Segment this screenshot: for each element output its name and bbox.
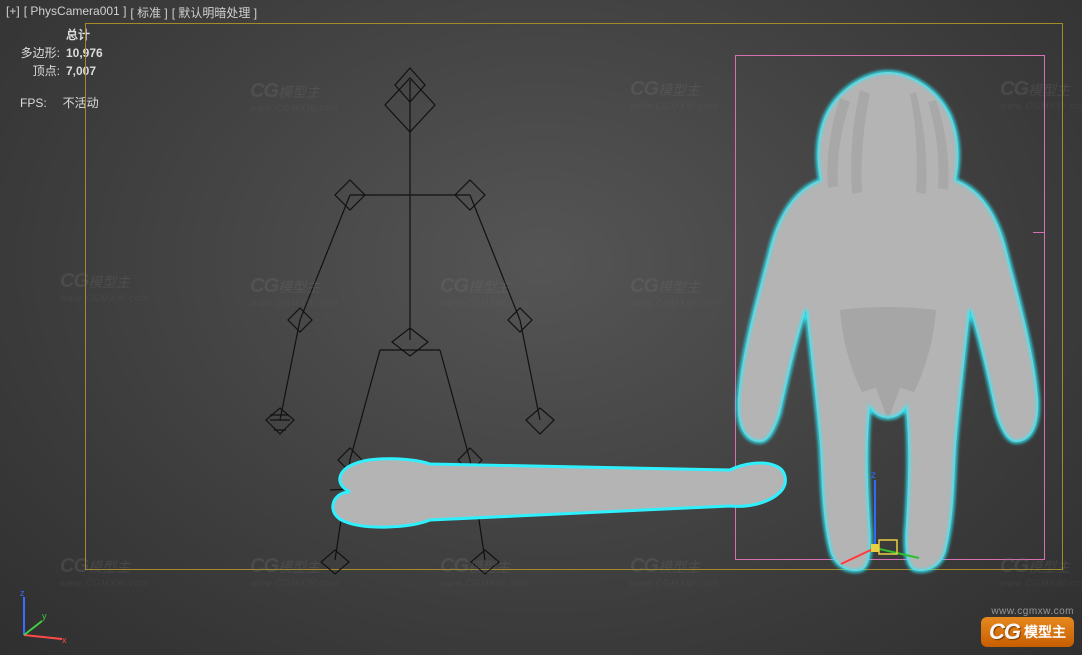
viewport-3d[interactable]: [+] [ PhysCamera001 ] [ 标准 ] [ 默认明暗处理 ] … [0,0,1082,655]
world-axis-icon: z x y [12,587,72,647]
watermark-stamp: CG模型主www.CGMXW.com [1000,78,1082,111]
watermark-stamp: CG模型主www.CGMXW.com [250,275,339,308]
viewport-shading[interactable]: [ 标准 ] [130,4,167,21]
branding-cn: 模型主 [1024,622,1066,642]
watermark-stamp: CG模型主www.CGMXW.com [1000,555,1082,588]
watermark-stamp: CG模型主www.CGMXW.com [630,275,719,308]
watermark-stamp: CG模型主www.CGMXW.com [60,270,149,303]
bone-rig[interactable] [230,60,590,590]
branding-prefix: CG [989,619,1020,645]
svg-text:z: z [20,588,25,598]
transform-gizmo[interactable]: z [835,470,925,570]
weapon-selection[interactable] [320,440,800,540]
statistics-overlay: 总计 多边形: 10,976 顶点: 7,007 FPS: 不活动 [20,26,103,112]
watermark-stamp: CG模型主www.CGMXW.com [630,555,719,588]
character-selection[interactable] [720,48,1060,588]
selection-bounding-box [735,55,1045,560]
branding-logo: www.cgmxw.com CG 模型主 [981,606,1074,649]
stats-verts-value: 7,007 [66,62,96,80]
viewport-lighting[interactable]: [ 默认明暗处理 ] [172,4,257,21]
branding-url: www.cgmxw.com [991,606,1074,617]
watermark-stamp: CG模型主www.CGMXW.com [60,555,149,588]
svg-text:y: y [42,611,47,621]
character-mesh[interactable] [738,72,1039,571]
viewport-toggle[interactable]: [+] [6,4,20,21]
svg-text:x: x [62,635,67,645]
watermark-stamp: CG模型主www.CGMXW.com [630,78,719,111]
watermark-stamp: CG模型主www.CGMXW.com [250,555,339,588]
stats-fps-value: 不活动 [63,94,99,112]
weapon-mesh[interactable] [333,459,786,527]
viewport-camera[interactable]: [ PhysCamera001 ] [24,4,127,21]
stats-verts-label: 顶点: [20,62,60,80]
viewport-label-bar[interactable]: [+] [ PhysCamera001 ] [ 标准 ] [ 默认明暗处理 ] [6,4,257,21]
stats-polys-label: 多边形: [20,44,60,62]
svg-text:z: z [871,470,876,481]
watermark-stamp: CG模型主www.CGMXW.com [440,275,529,308]
stats-polys-value: 10,976 [66,44,103,62]
safe-frame [85,23,1063,570]
stats-header: 总计 [66,26,90,44]
stats-fps-label: FPS: [20,94,47,112]
watermark-stamp: CG模型主www.CGMXW.com [440,555,529,588]
watermark-stamp: CG模型主www.CGMXW.com [250,80,339,113]
